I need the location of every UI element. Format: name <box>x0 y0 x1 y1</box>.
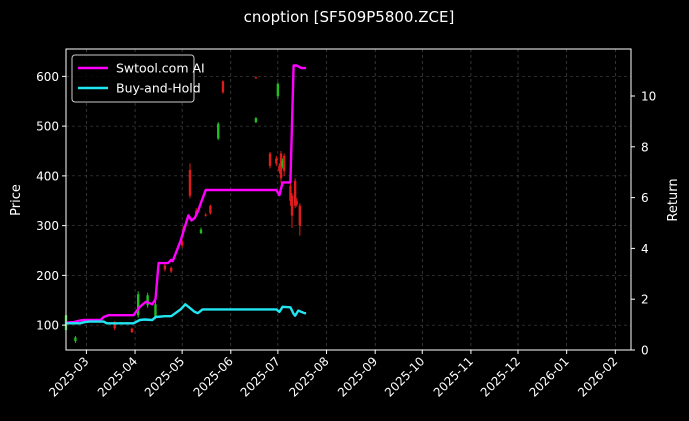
candle-body <box>282 155 286 171</box>
candle-body <box>204 214 207 216</box>
candle-body <box>268 153 272 166</box>
legend-label-buy-and-hold: Buy-and-Hold <box>116 81 201 96</box>
candlesticks <box>64 76 302 344</box>
candle-body <box>289 185 292 201</box>
y2-tick-label: 4 <box>641 242 649 256</box>
candle-body <box>217 123 220 139</box>
series-line-buy-and-hold <box>66 303 307 325</box>
legend-label-swtool: Swtool.com AI <box>116 61 205 76</box>
candle-body <box>254 77 258 79</box>
candle-body <box>209 205 212 214</box>
y-tick-label: 400 <box>36 169 59 183</box>
y2-tick-label: 0 <box>641 344 649 358</box>
y2-tick-label: 10 <box>641 89 656 103</box>
y2-tick-label: 6 <box>641 191 649 205</box>
candle-body <box>146 295 149 306</box>
candle-body <box>136 294 140 316</box>
y-tick-label: 300 <box>36 219 59 233</box>
chart-title: cnoption [SF509P5800.ZCE] <box>244 8 455 26</box>
y-axis-left: 100 200 300 400 500 600 <box>36 70 66 333</box>
candle-body <box>275 158 278 164</box>
candle-body <box>254 118 258 123</box>
y-tick-label: 200 <box>36 269 59 283</box>
candle-body <box>295 200 298 205</box>
candle-body <box>188 169 192 196</box>
series-lines <box>65 64 307 325</box>
candle-body <box>169 267 173 272</box>
legend: Swtool.com AI Buy-and-Hold <box>71 54 205 103</box>
y2-tick-label: 2 <box>641 293 649 307</box>
candle-body <box>74 337 77 342</box>
candle-body <box>163 265 167 270</box>
candle-body <box>290 195 294 216</box>
y-tick-label: 500 <box>36 120 59 134</box>
y-axis-right: 0 2 4 6 8 10 <box>631 89 656 358</box>
candle-body <box>276 83 280 97</box>
candle-body <box>298 205 302 226</box>
y-tick-label: 100 <box>36 319 59 333</box>
y2-tick-label: 8 <box>641 140 649 154</box>
plot-frame <box>65 48 632 351</box>
candle-body <box>180 241 184 246</box>
candle-body <box>221 81 225 93</box>
candle-body <box>279 153 283 179</box>
candle-body <box>199 229 203 234</box>
candle-body <box>281 160 284 166</box>
y2-axis-label: Return <box>666 178 681 221</box>
candle-body <box>154 304 157 317</box>
y-axis-label: Price <box>9 184 24 216</box>
candle-body <box>293 180 297 206</box>
candle-body <box>113 322 116 329</box>
candle-body <box>278 165 281 171</box>
candle-body <box>130 328 134 333</box>
y-tick-label: 600 <box>36 70 59 84</box>
series-line-swtool <box>65 64 307 324</box>
